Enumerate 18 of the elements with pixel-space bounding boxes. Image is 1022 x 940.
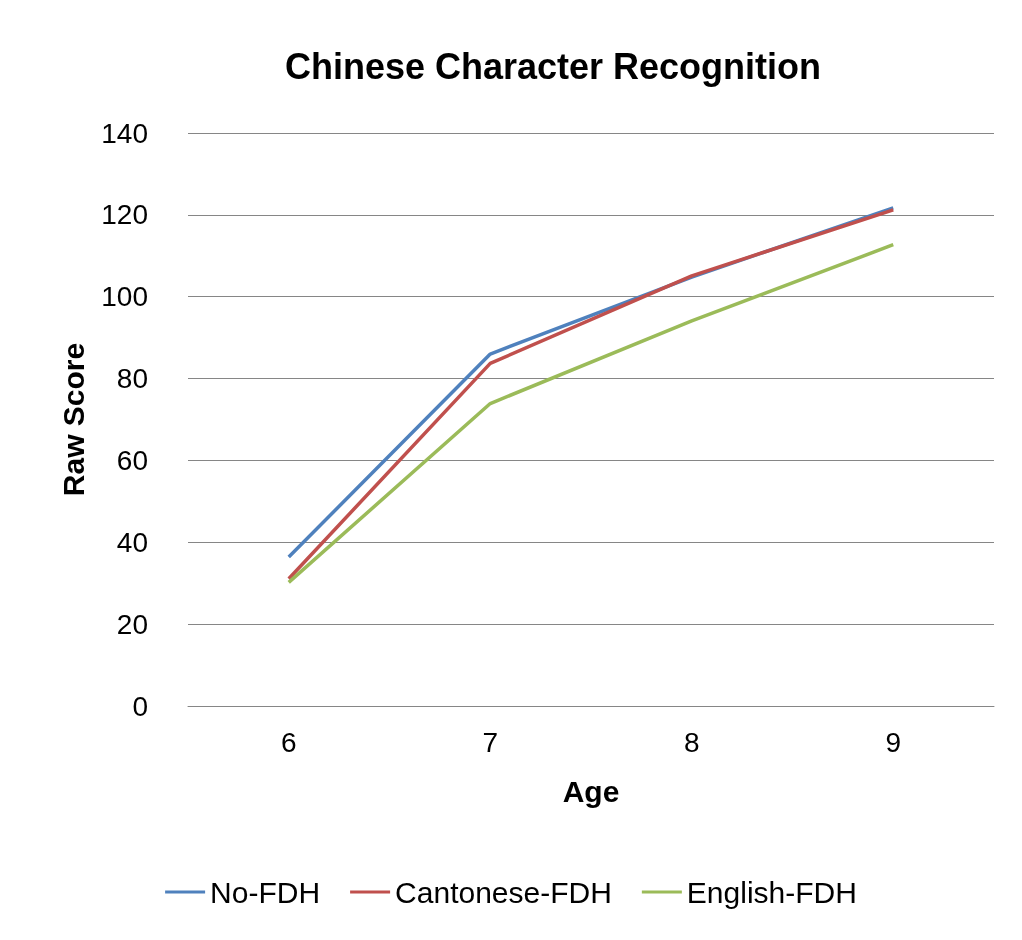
x-tick-label: 8 — [683, 726, 700, 758]
y-tick-label: 120 — [101, 199, 148, 231]
x-tick-label: 7 — [482, 726, 499, 758]
y-tick-label: 40 — [116, 526, 148, 558]
legend-label: Cantonese-FDH — [395, 875, 612, 909]
y-tick-label: 60 — [116, 444, 148, 476]
y-tick-label: 140 — [101, 117, 148, 149]
x-axis-title: Age — [562, 774, 620, 808]
y-axis-title: Raw Score — [56, 342, 90, 497]
y-tick-label: 20 — [116, 608, 148, 640]
y-tick-label: 80 — [116, 363, 148, 395]
y-tick-label: 100 — [101, 281, 148, 313]
legend-label: English-FDH — [686, 875, 857, 909]
y-tick-label: 0 — [132, 690, 148, 722]
x-tick-label: 9 — [885, 726, 902, 758]
x-tick-label: 6 — [280, 726, 297, 758]
legend-label: No-FDH — [210, 875, 321, 909]
chart-title: Chinese Character Recognition — [284, 45, 822, 87]
